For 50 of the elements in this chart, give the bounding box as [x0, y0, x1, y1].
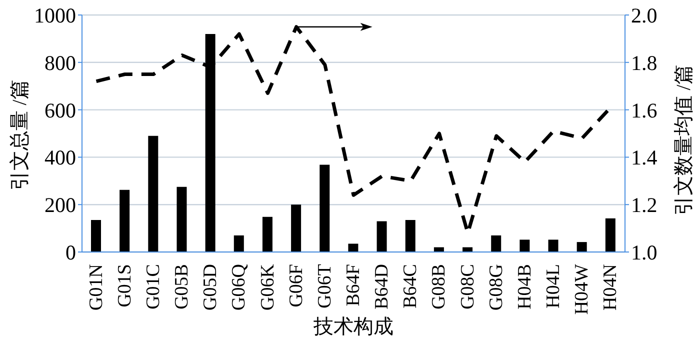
y2-tick-label: 1.0 [631, 240, 658, 264]
x-tick-label: G08G [486, 264, 507, 310]
x-tick-label: G06K [257, 264, 278, 310]
bar [91, 220, 101, 252]
y-tick-label: 0 [66, 240, 76, 264]
bar [491, 235, 502, 252]
x-tick-label: B64C [400, 264, 422, 308]
x-tick-label: G01N [86, 264, 107, 310]
y-axis-title: 引文总量 /篇 [9, 80, 31, 190]
bar [348, 244, 358, 252]
y2-tick-label: 1.2 [631, 193, 658, 218]
y2-tick-label: 1.4 [631, 146, 658, 170]
y2-axis-title: 引文数量均值 /篇 [673, 64, 695, 216]
bar [376, 221, 387, 252]
bar [176, 186, 187, 252]
bar [234, 235, 244, 252]
x-tick-label: G06Q [228, 264, 250, 310]
x-axis-title: 技术构成 [312, 316, 394, 338]
bar [605, 218, 616, 252]
x-tick-label: G06F [286, 264, 307, 308]
bar [520, 240, 530, 252]
x-tick-label: G08B [428, 264, 450, 310]
x-tick-label: G05B [172, 264, 193, 310]
bar [548, 240, 558, 252]
y2-tick-label: 1.6 [631, 98, 658, 122]
bar [576, 242, 587, 252]
y-tick-label: 800 [44, 50, 76, 75]
bar [120, 190, 130, 252]
y-tick-label: 200 [44, 193, 76, 218]
x-tick-label: G08C [457, 264, 478, 310]
y-tick-label: 600 [44, 98, 76, 122]
bar [320, 164, 330, 252]
y-tick-label: 400 [44, 146, 76, 170]
y2-tick-label: 2.0 [631, 3, 658, 28]
x-tick-label: H04N [600, 264, 622, 310]
bar [262, 216, 272, 252]
x-tick-label: B64D [372, 264, 393, 310]
bar [148, 136, 158, 252]
y2-tick-label: 1.8 [631, 50, 658, 75]
x-tick-label: B64F [343, 264, 364, 306]
x-tick-label: G01C [142, 264, 164, 310]
x-tick-label: G01S [114, 264, 136, 308]
bar [291, 204, 302, 252]
x-tick-label: G05D [200, 264, 222, 310]
x-tick-label: H04B [514, 264, 536, 310]
y-tick-label: 1000 [34, 3, 76, 28]
x-tick-label: H04L [543, 264, 564, 308]
x-tick-label: H04W [572, 264, 593, 315]
bar [405, 220, 416, 252]
x-tick-label: G06T [314, 264, 336, 308]
